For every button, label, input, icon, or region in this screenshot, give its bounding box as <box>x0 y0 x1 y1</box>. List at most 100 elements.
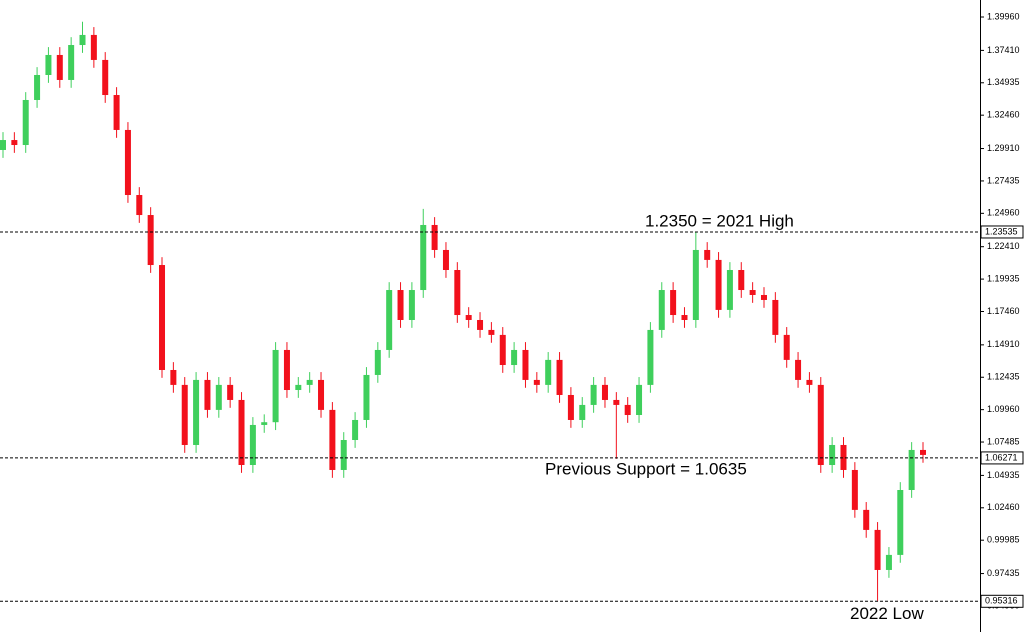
y-tick-label: 1.12435 <box>987 372 1020 382</box>
candle-body <box>181 384 188 445</box>
y-tick-label: 0.99985 <box>987 535 1020 545</box>
candle-body <box>829 444 836 466</box>
y-tick-label: 1.24960 <box>987 208 1020 218</box>
candle-body <box>113 95 120 130</box>
candle-body <box>136 195 143 216</box>
y-tick-label: 1.09960 <box>987 404 1020 414</box>
candle-body <box>556 359 563 395</box>
candle-body <box>726 269 733 310</box>
price-label: 0.95316 <box>985 596 1018 606</box>
candle-body <box>817 384 824 466</box>
candle-body <box>352 419 359 441</box>
candle-body <box>624 404 631 416</box>
candle-body <box>170 369 177 385</box>
candle-body <box>22 99 29 146</box>
candle-body <box>874 529 881 570</box>
candle-body <box>636 384 643 416</box>
candle-body <box>795 359 802 380</box>
candle-body <box>363 374 370 420</box>
y-tick-label: 1.27435 <box>987 175 1020 185</box>
candle-body <box>90 34 97 60</box>
candle-body <box>772 299 779 335</box>
candle-body <box>670 290 677 316</box>
candle-body <box>545 359 552 385</box>
candle-body <box>249 424 256 466</box>
candle-body <box>420 224 427 291</box>
candle-body <box>204 379 211 410</box>
candle-body <box>533 379 540 385</box>
y-tick-label: 1.19935 <box>987 273 1020 283</box>
annotation: Previous Support = 1.0635 <box>545 459 747 478</box>
candle-body <box>783 334 790 360</box>
candle-body <box>45 54 52 75</box>
candle-body <box>374 349 381 375</box>
candle-body <box>124 129 131 196</box>
candle-body <box>238 399 245 466</box>
price-label: 1.23535 <box>985 226 1018 236</box>
candle-body <box>11 140 18 146</box>
candle-body <box>704 249 711 260</box>
y-tick-label: 1.34935 <box>987 77 1020 87</box>
candle-body <box>613 399 620 405</box>
y-tick-label: 1.22410 <box>987 241 1020 251</box>
candle-body <box>318 379 325 410</box>
candle-body <box>567 394 574 420</box>
candle-body <box>749 290 756 295</box>
price-label-box <box>980 451 1024 465</box>
annotation: 2022 Low <box>850 604 924 623</box>
candle-body <box>295 384 302 391</box>
candle-body <box>897 489 904 555</box>
price-label-box <box>980 594 1024 608</box>
candle-body <box>442 249 449 270</box>
candle-body <box>920 449 926 455</box>
y-tick-label: 1.07485 <box>987 436 1020 446</box>
annotation: 1.2350 = 2021 High <box>645 211 794 230</box>
candle-body <box>397 290 404 320</box>
candle-body <box>329 409 336 470</box>
candle-body <box>806 379 813 385</box>
candle-body <box>34 74 41 100</box>
candle-body <box>340 440 347 470</box>
candle-body <box>590 384 597 405</box>
y-tick-label: 0.97435 <box>987 568 1020 578</box>
y-tick-label: 1.14910 <box>987 339 1020 349</box>
y-tick-label: 1.04935 <box>987 470 1020 480</box>
candle-body <box>863 509 870 530</box>
candle-body <box>215 384 222 410</box>
candle-body <box>579 404 586 420</box>
candle-body <box>0 140 6 150</box>
candle-body <box>79 34 86 46</box>
candle-body <box>488 329 495 335</box>
candle-body <box>477 319 484 330</box>
candle-body <box>147 215 154 266</box>
candle-body <box>738 269 745 291</box>
y-tick-label: 1.02460 <box>987 502 1020 512</box>
price-label: 1.06271 <box>985 452 1018 462</box>
candle-body <box>715 259 722 310</box>
candle-body <box>454 269 461 316</box>
candle-body <box>283 349 290 391</box>
price-label-box <box>980 225 1024 239</box>
candle-body <box>68 45 75 80</box>
candle-body <box>840 444 847 470</box>
candle-body <box>431 224 438 250</box>
y-tick-label: 1.32460 <box>987 110 1020 120</box>
candle-body <box>681 315 688 320</box>
candle-body <box>851 469 858 510</box>
candle-body <box>522 349 529 380</box>
candle-body <box>499 334 506 366</box>
candle-body <box>306 379 313 385</box>
candle-body <box>658 290 665 330</box>
y-tick-label: 1.37410 <box>987 45 1020 55</box>
candle-body <box>647 329 654 385</box>
candle-body <box>692 249 699 320</box>
candle-body <box>885 554 892 570</box>
y-tick-label: 1.29910 <box>987 143 1020 153</box>
candle-body <box>601 384 608 400</box>
candle-body <box>102 59 109 96</box>
candle-body <box>511 349 518 366</box>
candle-body <box>159 265 166 370</box>
y-tick-label: 1.17460 <box>987 306 1020 316</box>
